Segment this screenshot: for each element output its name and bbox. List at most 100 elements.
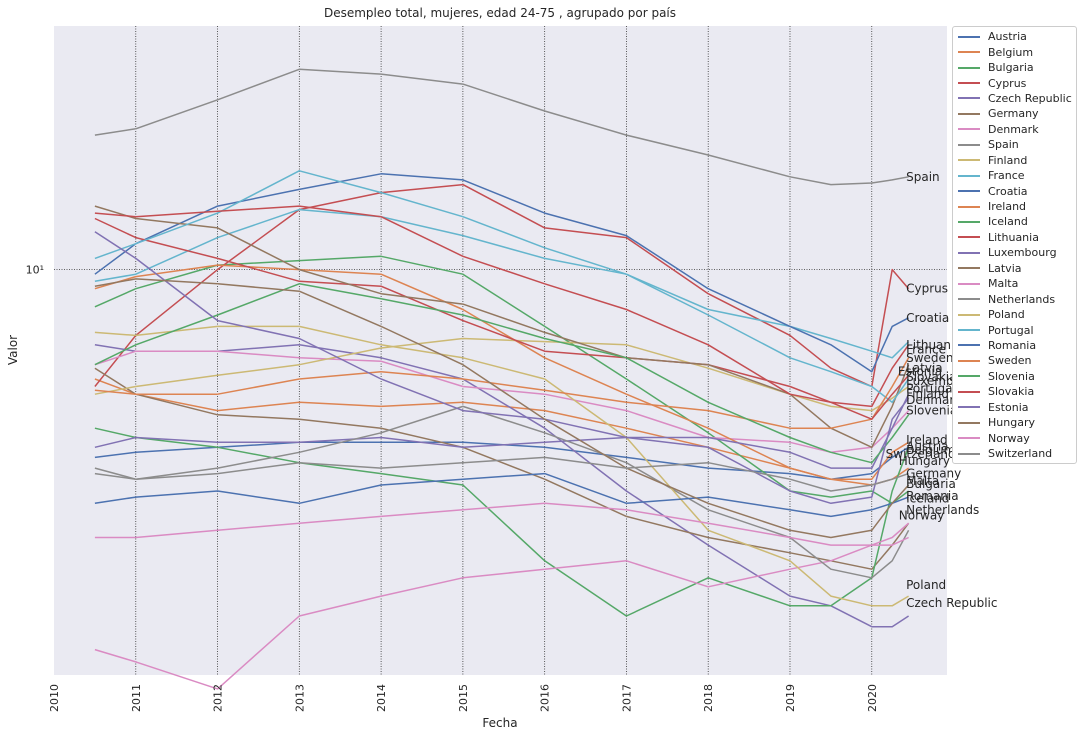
end-labels: Spain Cyprus Croatia LithuaniaFranceSwedenL… xyxy=(886,170,998,610)
legend-item: Bulgaria xyxy=(953,60,1076,75)
legend-item: Slovakia xyxy=(953,384,1076,399)
legend-item: Iceland xyxy=(953,214,1076,229)
legend-label: Croatia xyxy=(988,184,1028,198)
x-tick-label: 2012 xyxy=(212,684,225,712)
x-tick-label: 2019 xyxy=(784,684,797,712)
legend-label: Czech Republic xyxy=(988,91,1072,105)
legend-label: Spain xyxy=(988,138,1019,152)
legend-label: Bulgaria xyxy=(988,61,1034,75)
series-line-netherlands xyxy=(94,405,910,579)
x-tick-label: 2013 xyxy=(293,684,306,712)
legend-swatch xyxy=(958,251,980,254)
series-line-ireland xyxy=(94,264,909,480)
legend-item: Spain xyxy=(953,137,1076,152)
legend-item: Norway xyxy=(953,430,1076,445)
legend-swatch xyxy=(958,452,980,455)
series-line-austria xyxy=(94,441,909,480)
legend-swatch xyxy=(958,128,980,131)
series-line-bulgaria xyxy=(94,255,910,505)
end-label-denmark: Denmark xyxy=(906,393,961,407)
legend-label: Malta xyxy=(988,277,1019,291)
legend-label: Finland xyxy=(988,153,1028,167)
series-line-malta xyxy=(94,522,910,690)
series-line-slovenia xyxy=(94,283,910,464)
legend-swatch xyxy=(958,205,980,208)
series-line-germany xyxy=(94,367,910,570)
end-label-romania: Romania xyxy=(906,489,958,503)
legend-item: Ireland xyxy=(953,199,1076,214)
series-line-switzerland xyxy=(94,456,909,492)
series-line-poland xyxy=(94,325,909,607)
legend-swatch xyxy=(958,97,980,100)
end-label-latvia: Latvia xyxy=(906,361,943,375)
legend-item: Belgium xyxy=(953,44,1076,59)
legend-item: Czech Republic xyxy=(953,91,1076,106)
legend-swatch xyxy=(958,174,980,177)
end-label-hungary: Hungary xyxy=(899,454,950,468)
x-tick-label: 2014 xyxy=(375,684,388,712)
legend-item: Poland xyxy=(953,307,1076,322)
series-line-latvia xyxy=(94,205,910,449)
series-line-lithuania xyxy=(94,217,910,408)
y-tick-label: 10¹ xyxy=(26,264,44,277)
axes: 2010 2011 2012 2013 2014 2015 2016 2017 2018 2019… xyxy=(26,264,879,712)
x-tick-label: 2016 xyxy=(539,684,552,712)
legend-swatch xyxy=(958,190,980,193)
series-line-spain xyxy=(94,68,909,186)
legend-swatch xyxy=(958,313,980,316)
legend-label: Cyprus xyxy=(988,76,1027,90)
legend: Austria Belgium Bulgaria Cyprus Czech Republ… xyxy=(952,26,1077,465)
end-label-sweden: Sweden xyxy=(906,351,953,365)
legend-item: Portugal xyxy=(953,322,1076,337)
end-label-bulgaria: Bulgaria xyxy=(906,477,956,491)
x-tick-label: 2010 xyxy=(48,684,61,712)
series-line-belgium xyxy=(94,378,910,486)
legend-label: Poland xyxy=(988,308,1025,322)
legend-swatch xyxy=(958,282,980,285)
legend-swatch xyxy=(958,406,980,409)
legend-swatch xyxy=(958,359,980,362)
legend-label: Netherlands xyxy=(988,292,1056,306)
legend-label: Switzerland xyxy=(988,447,1053,461)
legend-label: Estonia xyxy=(988,400,1029,414)
legend-item: Finland xyxy=(953,153,1076,168)
series-line-norway xyxy=(94,502,909,546)
end-label-malta: Malta xyxy=(906,474,939,488)
series-line-luxembourg xyxy=(94,393,910,469)
legend-label: Lithuania xyxy=(988,230,1039,244)
legend-swatch xyxy=(958,375,980,378)
series-line-croatia xyxy=(94,173,909,373)
legend-swatch xyxy=(958,421,980,424)
legend-item: Denmark xyxy=(953,122,1076,137)
legend-label: Luxembourg xyxy=(988,246,1057,260)
legend-label: Slovakia xyxy=(988,385,1035,399)
legend-label: Hungary xyxy=(988,416,1035,430)
series-line-portugal xyxy=(94,170,910,404)
legend-swatch xyxy=(958,344,980,347)
legend-swatch xyxy=(958,159,980,162)
legend-label: Austria xyxy=(988,30,1027,44)
legend-label: France xyxy=(988,169,1025,183)
legend-label: Slovenia xyxy=(988,369,1035,383)
legend-swatch xyxy=(958,267,980,270)
legend-item: Croatia xyxy=(953,183,1076,198)
legend-item: Romania xyxy=(953,338,1076,353)
end-label-netherlands: Netherlands xyxy=(906,503,979,517)
end-label-poland: Poland xyxy=(906,578,946,592)
legend-swatch xyxy=(958,35,980,38)
x-axis-label: Fecha xyxy=(482,716,517,730)
end-label-czech-republic: Czech Republic xyxy=(906,596,997,610)
x-tick-label: 2020 xyxy=(866,684,879,712)
legend-label: Romania xyxy=(988,338,1037,352)
end-label-france: France xyxy=(906,343,946,357)
x-tick-label: 2015 xyxy=(457,684,470,712)
legend-item: Slovenia xyxy=(953,369,1076,384)
end-label-switzerland: Switzerland xyxy=(886,447,956,461)
legend-label: Norway xyxy=(988,431,1030,445)
series-line-romania xyxy=(94,472,909,518)
series-line-finland xyxy=(94,337,910,412)
grid xyxy=(54,26,947,675)
end-label-slovenia: Slovenia xyxy=(906,404,957,418)
legend-item: France xyxy=(953,168,1076,183)
end-label-lithuania: Lithuania xyxy=(906,338,962,352)
